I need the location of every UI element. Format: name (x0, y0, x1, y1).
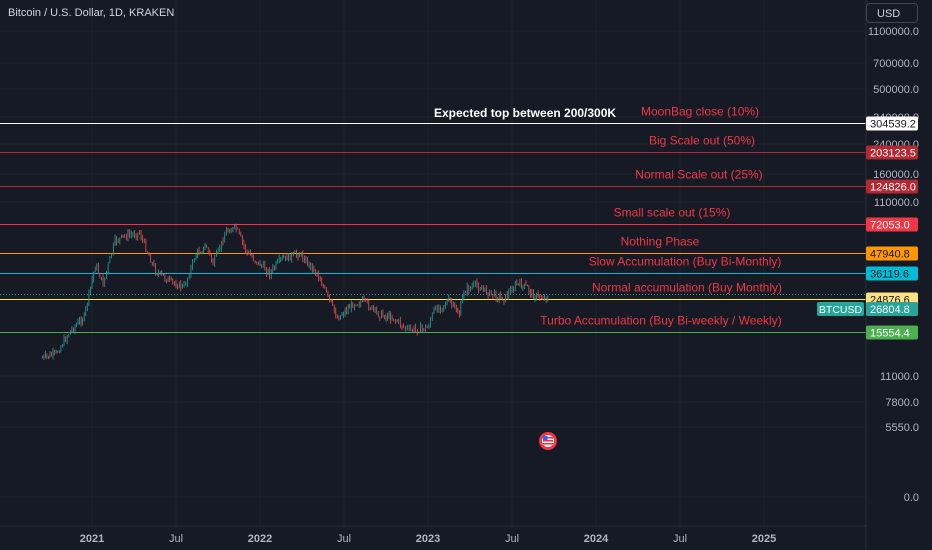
x-tick-label: 2025 (752, 533, 776, 545)
last-price-value: 26804.8 (870, 304, 910, 316)
x-tick-label: 2023 (416, 533, 440, 545)
level-label: Nothing Phase (621, 235, 700, 249)
y-tick-label: 1100000.0 (868, 26, 919, 38)
level-price-badge (866, 266, 918, 281)
x-tick-label: 2024 (584, 533, 609, 545)
level-price: 203123.5 (870, 148, 916, 160)
level-label: Normal accumulation (Buy Monthly) (592, 281, 782, 295)
grid-lines (0, 0, 866, 526)
y-tick-label: 5550.0 (885, 422, 919, 434)
last-price-badge: BTCUSD 26804.8 (817, 302, 918, 316)
y-tick-label: 7800.0 (885, 397, 919, 409)
level-price-badge (866, 116, 918, 131)
x-tick-label: Jul (337, 533, 351, 545)
y-tick-label: 500000.0 (873, 84, 919, 96)
level-price: 15554.4 (870, 328, 910, 340)
level-price-badge (866, 145, 918, 160)
level-labels: MoonBag close (10%) Big Scale out (50%) No… (540, 105, 782, 328)
flag-icon[interactable] (539, 432, 557, 450)
level-label: Slow Accumulation (Buy Bi-Monthly) (589, 255, 782, 269)
annotation-text: Expected top between 200/300K (434, 106, 616, 120)
y-tick-label: 0.0 (904, 492, 919, 504)
y-tick-label: 11000.0 (880, 371, 919, 383)
level-price: 36119.6 (870, 269, 909, 281)
price-series (41, 223, 549, 361)
level-price-badge (866, 325, 918, 340)
level-label: MoonBag close (10%) (641, 105, 759, 119)
x-tick-label: 2021 (80, 533, 104, 545)
chart-title: Bitcoin / U.S. Dollar, 1D, KRAKEN (8, 7, 175, 19)
y-tick-label: 110000.0 (874, 197, 919, 209)
symbol-label: BTCUSD (819, 304, 863, 316)
level-label: Normal Scale out (25%) (635, 168, 762, 182)
y-tick-label: 700000.0 (873, 58, 919, 70)
x-axis[interactable]: 2021 Jul 2022 Jul 2023 Jul 2024 Jul 2025 (80, 533, 776, 545)
y-axis[interactable]: 1100000.0700000.0500000.0340000.0240000.… (868, 26, 919, 504)
last-price-badge-bg (866, 302, 918, 316)
level-label: Small scale out (15%) (614, 206, 731, 220)
level-price-badge (866, 217, 918, 232)
level-price: 47940.8 (870, 249, 910, 261)
currency-button[interactable]: USD (866, 3, 918, 23)
level-price-badge (866, 179, 918, 194)
x-tick-label: 2022 (248, 533, 272, 545)
symbol-badge (817, 302, 864, 316)
level-label: Turbo Accumulation (Buy Bi-weekly / Week… (540, 314, 781, 328)
level-price: 72053.0 (870, 220, 910, 232)
level-price: 304539.2 (870, 119, 916, 131)
y-tick-label: 160000.0 (873, 169, 919, 181)
level-price-badge (866, 246, 918, 261)
x-tick-label: Jul (673, 533, 687, 545)
x-tick-label: Jul (505, 533, 519, 545)
x-tick-label: Jul (169, 533, 183, 545)
level-lines (0, 123, 866, 333)
level-price: 124826.0 (870, 182, 916, 194)
level-label: Big Scale out (50%) (649, 134, 755, 148)
